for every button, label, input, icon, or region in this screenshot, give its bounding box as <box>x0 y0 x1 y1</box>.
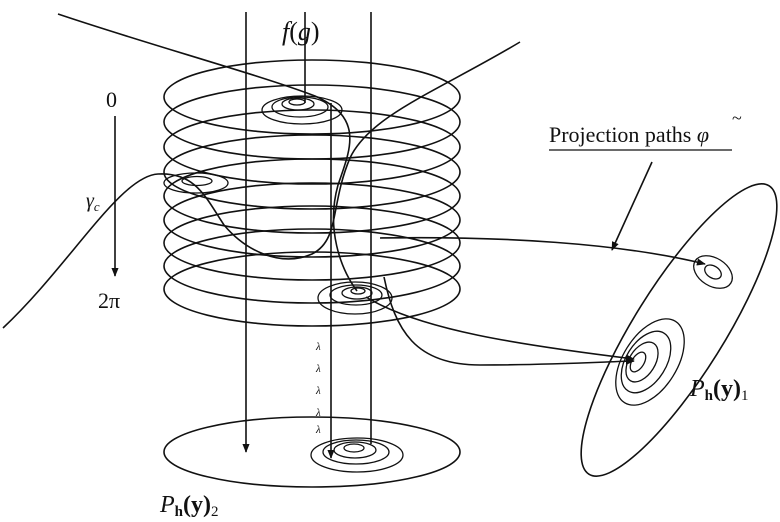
slice-ellipse <box>163 59 461 135</box>
function-label: f(g) <box>282 17 320 46</box>
phi-symbol: φ <box>697 122 709 147</box>
contour-proj1-lower <box>615 318 685 406</box>
right-projection-ellipse <box>580 183 778 477</box>
contour-left <box>163 172 229 194</box>
slice-ellipse <box>163 228 461 304</box>
slice-stack <box>163 59 461 327</box>
curve-gamma-c <box>2 41 521 329</box>
slice-ellipse <box>163 158 461 234</box>
projection-paths-label: Projection paths φ <box>549 122 709 147</box>
p2-label: Ph(y)2 <box>159 492 219 520</box>
angle-start-label: 0 <box>106 87 117 112</box>
gamma-subscript: c <box>94 199 100 214</box>
gamma-c-label: γc <box>86 190 100 214</box>
contour-bottom <box>310 437 404 473</box>
slice-ellipse <box>163 134 461 210</box>
slice-ellipse <box>163 109 461 185</box>
lambda-mark: λ <box>315 385 321 397</box>
lambda-marks: λ λ λ λ λ <box>315 341 321 436</box>
projection-label-pointer <box>611 161 653 251</box>
lambda-mark: λ <box>315 424 321 436</box>
contour-mid <box>317 281 393 315</box>
phi-tilde: ~ <box>732 108 742 128</box>
lambda-mark: λ <box>315 407 321 419</box>
slice-ellipse <box>163 182 461 258</box>
curve-upper-left <box>57 13 358 292</box>
projection-path-lower <box>383 276 635 366</box>
angle-end-label: 2π <box>98 288 120 313</box>
contour-top <box>261 95 343 125</box>
lambda-mark: λ <box>315 341 321 353</box>
projection-path-upper <box>379 236 706 266</box>
bottom-projection-ellipse <box>163 416 461 488</box>
gamma-symbol: γ <box>86 190 95 212</box>
lambda-mark: λ <box>315 363 321 375</box>
projection-path-mid <box>365 296 635 362</box>
contour-proj1-upper <box>693 255 733 289</box>
slice-ellipse <box>163 251 461 327</box>
slice-ellipse <box>163 205 461 281</box>
p1-label: Ph(y)1 <box>689 376 749 404</box>
